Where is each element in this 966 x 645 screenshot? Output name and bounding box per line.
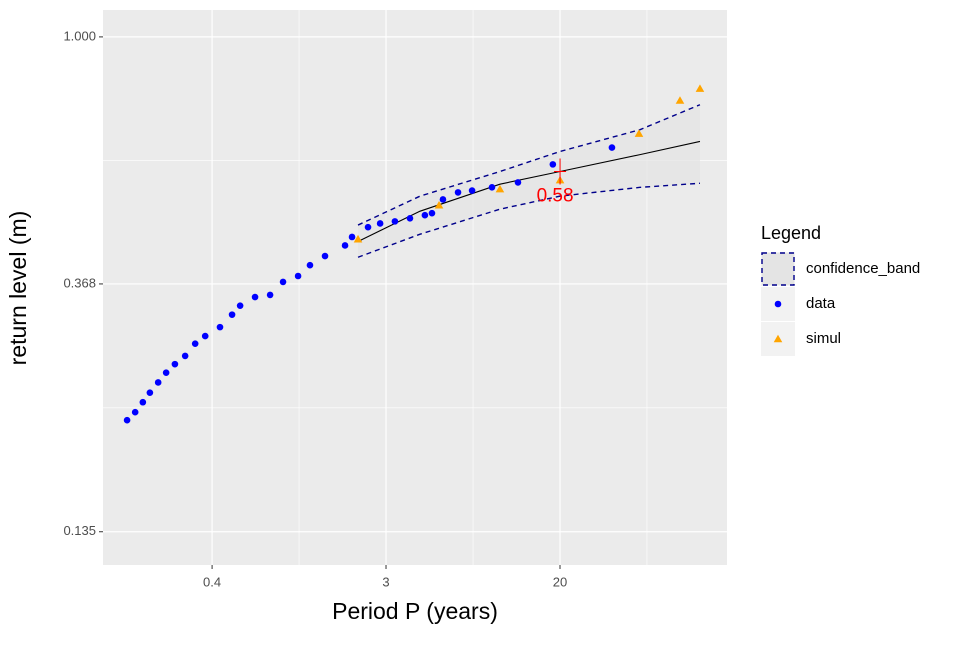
data-point — [306, 261, 314, 269]
simul-point — [695, 84, 705, 92]
marks: 0.58 — [123, 84, 705, 424]
data-point — [162, 369, 170, 376]
data-point — [321, 252, 329, 260]
simul-point — [434, 200, 444, 209]
data-point — [468, 187, 476, 194]
data-point — [376, 220, 384, 227]
data-point — [154, 379, 162, 386]
legend-label: confidence_band — [806, 260, 920, 277]
data-point — [171, 360, 179, 368]
x-tick-label: 3 — [382, 574, 389, 589]
data-point — [454, 189, 462, 196]
data-point — [216, 323, 224, 331]
annotation-marker — [554, 158, 567, 185]
simul-point — [634, 129, 644, 137]
data-point — [608, 144, 616, 151]
data-point — [228, 311, 236, 318]
data-point — [251, 293, 259, 301]
data-point — [488, 184, 496, 191]
y-tick-label: 0.135 — [63, 523, 96, 538]
simul-point — [495, 184, 505, 193]
legend-key — [773, 334, 783, 343]
data-point — [348, 233, 356, 241]
data-point — [514, 179, 522, 186]
data-point — [421, 211, 429, 219]
data-point — [341, 242, 349, 249]
data-point — [406, 214, 414, 222]
data-point — [279, 278, 287, 286]
data-point — [139, 398, 147, 406]
legend-title: Legend — [761, 223, 821, 243]
data-point — [266, 291, 274, 299]
data-point — [236, 302, 244, 309]
legend-key — [761, 252, 795, 286]
annotation-label: 0.58 — [537, 186, 574, 207]
data-point — [181, 352, 189, 360]
legend-label: data — [806, 295, 836, 312]
data-point — [131, 408, 139, 416]
y-axis-title: return level (m) — [5, 211, 31, 366]
grid — [103, 10, 727, 565]
simul-point — [353, 234, 363, 243]
confidence-band-lower — [357, 182, 701, 258]
y-tick-label: 0.368 — [63, 275, 96, 290]
legend-label: simul — [806, 330, 841, 347]
panel — [103, 10, 727, 565]
data-point — [391, 218, 399, 225]
data-point — [201, 332, 209, 340]
confidence-band-area — [358, 104, 700, 258]
data-point — [549, 161, 557, 168]
data-point — [294, 272, 302, 280]
data-point — [439, 196, 447, 203]
data-point — [364, 223, 372, 231]
data-point — [123, 416, 131, 424]
x-tick-label: 20 — [553, 574, 567, 589]
data-point — [191, 340, 199, 347]
y-tick-label: 1.000 — [63, 28, 96, 43]
legend-key — [774, 300, 782, 308]
x-axis-title: Period P (years) — [332, 598, 498, 624]
confidence-band-upper — [357, 104, 701, 226]
data-point — [428, 209, 436, 217]
x-tick-label: 0.4 — [203, 574, 221, 589]
data-point — [146, 389, 154, 396]
simul-point — [675, 96, 685, 104]
